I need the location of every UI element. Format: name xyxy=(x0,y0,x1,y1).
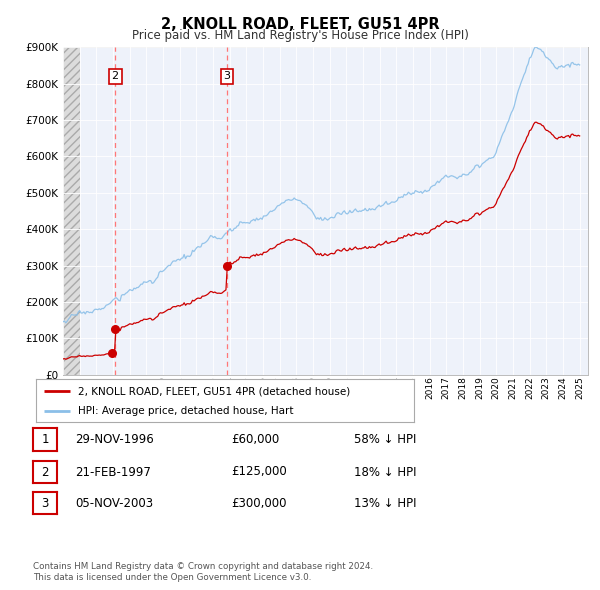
Text: 2: 2 xyxy=(112,71,119,81)
Text: 2, KNOLL ROAD, FLEET, GU51 4PR (detached house): 2, KNOLL ROAD, FLEET, GU51 4PR (detached… xyxy=(77,386,350,396)
Text: £60,000: £60,000 xyxy=(231,433,279,446)
Text: 05-NOV-2003: 05-NOV-2003 xyxy=(75,497,153,510)
Text: 3: 3 xyxy=(223,71,230,81)
Text: £300,000: £300,000 xyxy=(231,497,287,510)
Text: 2: 2 xyxy=(41,466,49,478)
Text: Price paid vs. HM Land Registry's House Price Index (HPI): Price paid vs. HM Land Registry's House … xyxy=(131,30,469,42)
Text: 18% ↓ HPI: 18% ↓ HPI xyxy=(354,466,416,478)
Text: 1: 1 xyxy=(41,433,49,446)
Text: 13% ↓ HPI: 13% ↓ HPI xyxy=(354,497,416,510)
Text: 21-FEB-1997: 21-FEB-1997 xyxy=(75,466,151,478)
Text: £125,000: £125,000 xyxy=(231,466,287,478)
Text: 58% ↓ HPI: 58% ↓ HPI xyxy=(354,433,416,446)
Text: 3: 3 xyxy=(41,497,49,510)
Text: HPI: Average price, detached house, Hart: HPI: Average price, detached house, Hart xyxy=(77,407,293,416)
Text: 2, KNOLL ROAD, FLEET, GU51 4PR: 2, KNOLL ROAD, FLEET, GU51 4PR xyxy=(161,17,439,31)
Text: Contains HM Land Registry data © Crown copyright and database right 2024.
This d: Contains HM Land Registry data © Crown c… xyxy=(33,562,373,582)
Text: 29-NOV-1996: 29-NOV-1996 xyxy=(75,433,154,446)
